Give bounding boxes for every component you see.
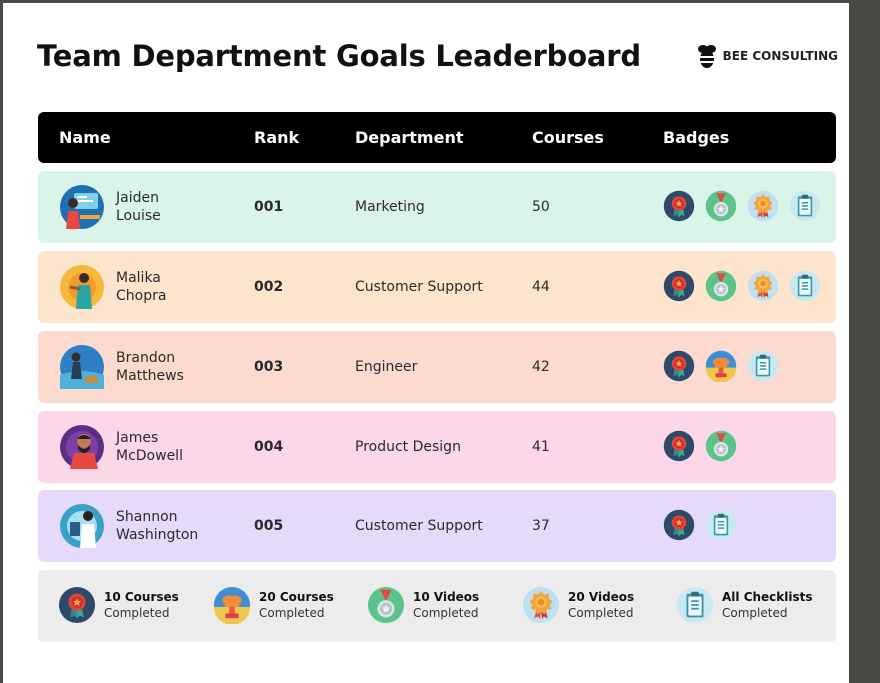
column-header-courses: Courses [532,128,604,147]
member-badges [663,190,821,222]
avatar [60,265,104,309]
red-medal-badge-icon [663,430,695,462]
member-courses: 44 [532,279,550,295]
checklist-badge-icon [747,350,779,382]
avatar [60,345,104,389]
checklist-badge-icon [676,586,714,624]
badge-legend: 10 Courses Completed 20 Courses Completed … [38,570,836,642]
red-medal-badge-icon [663,509,695,541]
silver-medal-badge-icon [705,430,737,462]
brand-name: BEE CONSULTING [722,49,838,63]
silver-medal-badge-icon [705,270,737,302]
member-name: Malika Chopra [116,270,167,304]
trophy-badge-icon [213,586,251,624]
column-header-department: Department [355,128,464,147]
member-rank: 001 [254,199,284,215]
member-rank: 004 [254,439,284,455]
orange-ribbon-badge-icon [522,586,560,624]
member-badges [663,509,737,541]
member-badges [663,350,779,382]
table-row: James McDowell 004 Product Design 41 [38,411,836,483]
orange-ribbon-badge-icon [747,270,779,302]
member-badges [663,270,821,302]
red-medal-badge-icon [58,586,96,624]
table-row: Brandon Matthews 003 Engineer 42 [38,331,836,403]
legend-item: 20 Courses Completed [213,586,334,624]
member-department: Product Design [355,439,461,455]
column-header-rank: Rank [254,128,300,147]
bee-icon [697,45,716,68]
checklist-badge-icon [789,270,821,302]
trophy-badge-icon [705,350,737,382]
red-medal-badge-icon [663,270,695,302]
member-name: James McDowell [116,430,183,464]
table-row: Jaiden Louise 001 Marketing 50 [38,171,836,243]
member-badges [663,430,737,462]
red-medal-badge-icon [663,350,695,382]
member-rank: 005 [254,518,284,534]
member-name: Jaiden Louise [116,190,161,224]
member-courses: 41 [532,439,550,455]
member-department: Customer Support [355,518,483,534]
checklist-badge-icon [705,509,737,541]
checklist-badge-icon [789,190,821,222]
member-department: Marketing [355,199,425,215]
member-department: Customer Support [355,279,483,295]
member-name: Brandon Matthews [116,350,184,384]
member-rank: 002 [254,279,284,295]
column-header-badges: Badges [663,128,730,147]
table-header: Name Rank Department Courses Badges [38,112,836,163]
silver-medal-badge-icon [367,586,405,624]
member-rank: 003 [254,359,284,375]
column-header-name: Name [59,128,111,147]
avatar [60,425,104,469]
silver-medal-badge-icon [705,190,737,222]
member-courses: 50 [532,199,550,215]
table-row: Shannon Washington 005 Customer Support … [38,490,836,562]
brand-logo: BEE CONSULTING [697,43,838,69]
legend-item: 20 Videos Completed [522,586,634,624]
member-name: Shannon Washington [116,509,199,543]
orange-ribbon-badge-icon [747,190,779,222]
legend-item: 10 Videos Completed [367,586,479,624]
table-row: Malika Chopra 002 Customer Support 44 [38,251,836,323]
member-courses: 42 [532,359,550,375]
member-department: Engineer [355,359,418,375]
avatar [60,185,104,229]
page-title: Team Department Goals Leaderboard [37,39,641,73]
red-medal-badge-icon [663,190,695,222]
leaderboard-card: Team Department Goals Leaderboard BEE CO… [3,3,849,683]
legend-item: All Checklists Completed [676,586,813,624]
avatar [60,504,104,548]
member-courses: 37 [532,518,550,534]
legend-item: 10 Courses Completed [58,586,179,624]
